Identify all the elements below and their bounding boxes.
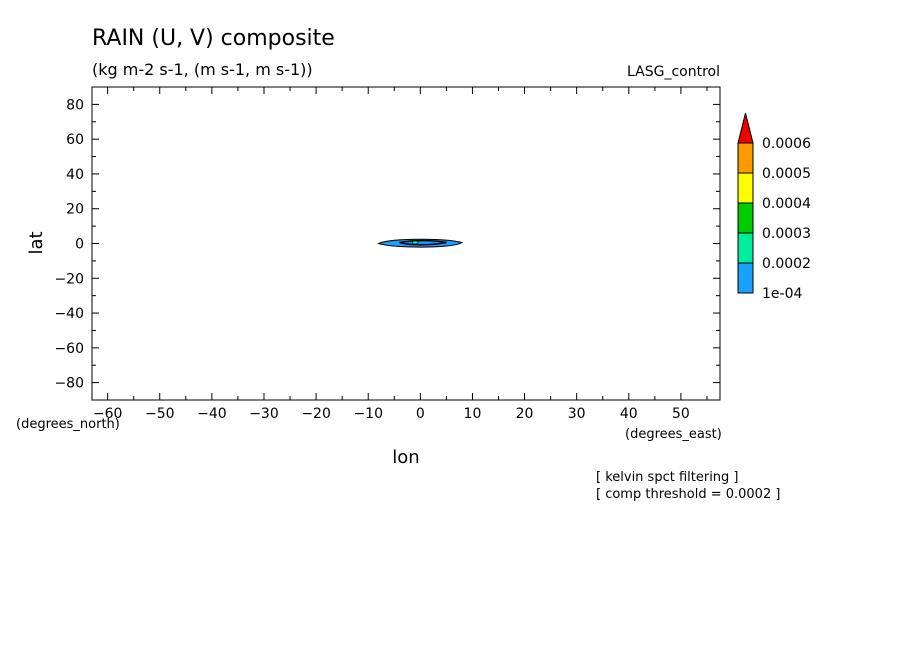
y-tick-label: 20 [66,202,84,218]
x-tick-label: −10 [353,406,383,422]
colorbar-extend-triangle [737,112,754,144]
rain-core [411,240,419,245]
colorbar-label: 1e-04 [762,286,802,302]
x-tick-label: 10 [464,406,482,422]
y-axis-ticks: 80 60 40 20 0 −20 −40 −60 −80 [54,86,720,401]
x-tick-label: −60 [93,406,123,422]
chart-subtitle: (kg m-2 s-1, (m s-1, m s-1)) [92,60,313,79]
x-axis-ticks: −60 −50 −40 −30 −20 −10 0 10 20 30 40 50 [93,87,708,422]
y-tick-label: −40 [54,306,84,322]
rain-feature [377,238,464,248]
y-tick-label: −20 [54,271,84,287]
colorbar-segment [737,172,754,204]
chart-title: RAIN (U, V) composite [92,26,335,51]
y-tick-label: 80 [66,97,84,113]
y-tick-label: 0 [75,237,84,253]
colorbar-label: 0.0004 [762,196,811,212]
x-tick-label: 20 [516,406,534,422]
y-tick-label: −80 [54,376,84,392]
x-tick-label: −50 [145,406,175,422]
experiment-label: LASG_control [627,64,720,80]
x-units-label: (degrees_east) [625,427,722,442]
colorbar-label: 0.0005 [762,166,811,182]
y-axis-label: lat [26,231,47,254]
x-tick-label: −30 [249,406,279,422]
colorbar-segment [737,262,754,294]
x-tick-label: 0 [416,406,425,422]
x-tick-label: −40 [197,406,227,422]
y-tick-label: 60 [66,132,84,148]
note-filtering: [ kelvin spct filtering ] [596,470,739,485]
y-tick-label: −60 [54,341,84,357]
y-units-label: (degrees_north) [16,417,120,432]
colorbar-label: 0.0002 [762,256,811,272]
x-tick-label: −20 [301,406,331,422]
colorbar-segment [737,142,754,174]
colorbar-label: 0.0006 [762,136,811,152]
colorbar: 1e-04 0.0002 0.0003 0.0004 0.0005 0.0006 [737,112,811,302]
colorbar-segment [737,232,754,264]
note-threshold: [ comp threshold = 0.0002 ] [596,487,780,502]
x-tick-label: 30 [568,406,586,422]
colorbar-segment [737,202,754,234]
x-axis-label: lon [392,447,419,468]
y-tick-label: 40 [66,167,84,183]
x-tick-label: 50 [672,406,690,422]
colorbar-label: 0.0003 [762,226,811,242]
x-tick-label: 40 [620,406,638,422]
